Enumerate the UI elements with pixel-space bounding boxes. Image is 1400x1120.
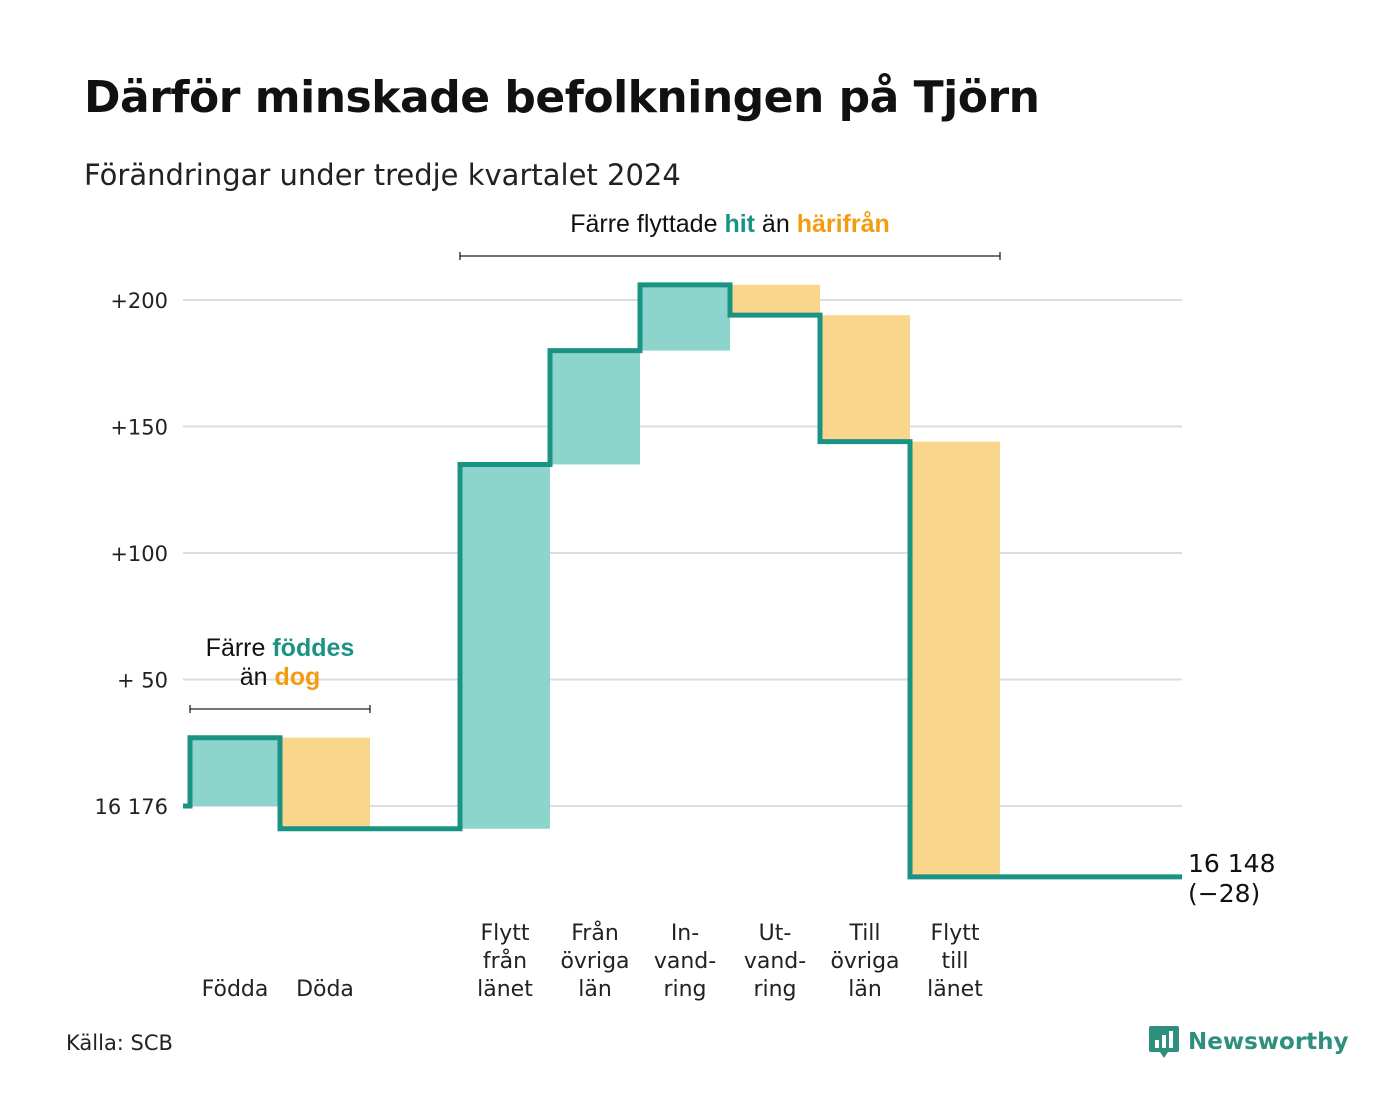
category-label-5-0: In-: [671, 921, 699, 946]
bar-7: [820, 315, 910, 442]
category-label-0-0: Födda: [202, 977, 269, 1002]
category-label-8-0: Flytt: [930, 921, 979, 946]
annotation-0-part-1-0: än: [240, 663, 275, 691]
running-total-path: [183, 282, 1182, 880]
brand-logo: Newsworthy: [1148, 1024, 1349, 1060]
annotation-0-part-0-1: föddes: [272, 634, 354, 662]
bars: [190, 284, 1000, 877]
category-label-6-1: vand-: [744, 949, 806, 974]
y-tick-label-3: + 50: [117, 669, 168, 693]
annotation-0-part-1-1: dog: [274, 663, 320, 691]
running-total-line: [183, 282, 1182, 880]
annotation-bracket-1: [459, 252, 1001, 260]
brand-name: Newsworthy: [1188, 1029, 1349, 1055]
category-label-6-2: ring: [753, 977, 796, 1002]
annotation-1-part-0-0: Färre flyttade: [570, 210, 724, 238]
bar-1: [280, 737, 370, 829]
category-labels: Födda DödaFlyttfrånlänetFrånövrigalänIn-v…: [202, 920, 984, 1002]
category-label-5-2: ring: [663, 977, 706, 1002]
annotation-0-line-1: än dog: [240, 663, 321, 691]
category-label-6-0: Ut-: [759, 921, 792, 946]
bar-5: [640, 284, 730, 351]
gridlines: [183, 299, 1182, 807]
end-label-line-0: 16 148: [1188, 849, 1275, 878]
category-label-1-0: Döda: [296, 977, 354, 1002]
bar-4: [550, 350, 640, 465]
annotation-1-part-0-1: hit: [724, 210, 755, 238]
category-label-7-1: övriga: [830, 949, 899, 974]
source-note: Källa: SCB: [66, 1031, 173, 1055]
category-label-8-1: till: [942, 949, 969, 974]
newsworthy-logo-icon: [1149, 1026, 1179, 1058]
category-label-3-0: Flytt: [480, 921, 529, 946]
category-label-8-2: länet: [927, 977, 983, 1002]
y-tick-label-2: +100: [110, 542, 168, 566]
y-axis-ticks: +200 +150 +100 + 50 16 176: [95, 289, 168, 819]
bar-8: [910, 441, 1000, 877]
annotation-1-part-0-2: än: [755, 210, 797, 238]
annotation-bracket-0: [189, 705, 371, 713]
category-label-7-2: län: [848, 977, 882, 1002]
annotation-1-line-0: Färre flyttade hit än härifrån: [570, 210, 890, 238]
end-label-line-1: (−28): [1188, 879, 1260, 908]
category-label-5-1: vand-: [654, 949, 716, 974]
annotation-1-part-0-3: härifrån: [797, 210, 890, 238]
category-label-4-0: Från: [571, 920, 619, 946]
y-tick-label-1: +150: [110, 416, 168, 440]
annotation-0-line-0: Färre föddes: [206, 634, 355, 662]
category-label-4-1: övriga: [560, 949, 629, 974]
end-label: 16 148(−28): [1188, 849, 1275, 908]
bar-0: [190, 737, 280, 806]
bar-3: [460, 464, 550, 829]
bar-6: [730, 284, 820, 316]
y-tick-label-0: +200: [110, 289, 168, 313]
category-label-7-0: Till: [848, 921, 880, 946]
category-label-3-1: från: [483, 948, 527, 974]
category-label-4-2: län: [578, 977, 612, 1002]
category-label-3-2: länet: [477, 977, 533, 1002]
chart-title: Därför minskade befolkningen på Tjörn: [84, 72, 1040, 123]
annotation-0-part-0-0: Färre: [206, 634, 273, 662]
chart-subtitle: Förändringar under tredje kvartalet 2024: [84, 158, 681, 192]
y-tick-label-4: 16 176: [95, 795, 168, 819]
